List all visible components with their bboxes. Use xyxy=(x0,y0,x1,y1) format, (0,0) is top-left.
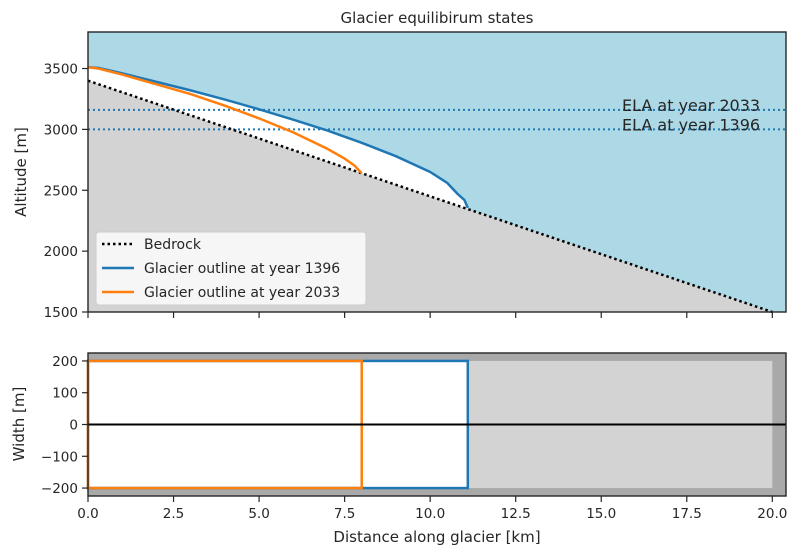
bottom-x-tick-label: 15.0 xyxy=(586,506,616,522)
top-plot-frame xyxy=(87,31,787,313)
bottom-x-tick-label: 2.5 xyxy=(163,506,184,522)
legend-1396-label: Glacier outline at year 1396 xyxy=(144,261,340,277)
legend-box xyxy=(95,231,367,306)
top-y-ticks: 1500 2000 2500 3000 3500 xyxy=(44,62,88,321)
top-y-tick-label: 2500 xyxy=(44,183,78,199)
bottom-y-tick-label: −200 xyxy=(41,481,78,497)
altitude-panel: ELA at year 2033 ELA at year 1396 1500 20… xyxy=(12,9,787,321)
bottom-y-axis-label: Width [m] xyxy=(10,387,28,462)
ela-2033-label: ELA at year 2033 xyxy=(622,96,760,115)
x-axis-label: Distance along glacier [km] xyxy=(333,528,540,546)
bottom-y-tick-label: 0 xyxy=(69,418,78,434)
ela-1396-label: ELA at year 1396 xyxy=(622,115,760,134)
bottom-y-tick-label: 100 xyxy=(52,386,78,402)
bottom-x-tick-label: 5.0 xyxy=(248,506,269,522)
top-y-tick-label: 2000 xyxy=(44,244,78,260)
bottom-y-ticks: −200 −100 0 100 200 xyxy=(41,354,88,497)
legend-2033-label: Glacier outline at year 2033 xyxy=(144,285,340,301)
bottom-x-tick-label: 20.0 xyxy=(757,506,787,522)
legend: Bedrock Glacier outline at year 1396 Gla… xyxy=(95,231,367,306)
bottom-x-ticks: 0.0 2.5 5.0 7.5 10.0 12.5 15.0 17.5 20.0 xyxy=(77,496,787,522)
glacier-1396-fill xyxy=(88,67,468,210)
bedrock-line xyxy=(87,79,773,314)
glacier-1396-line xyxy=(87,66,469,209)
bottom-x-tick-label: 10.0 xyxy=(415,506,445,522)
legend-bedrock-label: Bedrock xyxy=(144,237,202,253)
top-y-axis-label: Altitude [m] xyxy=(12,127,30,217)
top-y-tick-label: 3000 xyxy=(44,122,78,138)
bottom-x-tick-label: 17.5 xyxy=(672,506,702,522)
top-y-tick-label: 3500 xyxy=(44,62,78,78)
bottom-x-tick-label: 12.5 xyxy=(501,506,531,522)
bottom-x-tick-label: 0.0 xyxy=(77,506,98,522)
top-y-tick-label: 1500 xyxy=(44,305,78,321)
width-panel: −200 −100 0 100 200 0.0 2.5 5.0 7.5 10.0 12.5 15.0… xyxy=(10,352,787,546)
chart-title: Glacier equilibirum states xyxy=(341,9,534,27)
bottom-x-tick-label: 7.5 xyxy=(334,506,355,522)
bottom-y-tick-label: −100 xyxy=(41,449,78,465)
top-x-ticks xyxy=(87,312,773,318)
glacier-2033-line xyxy=(87,66,363,175)
bottom-y-tick-label: 200 xyxy=(52,354,78,370)
